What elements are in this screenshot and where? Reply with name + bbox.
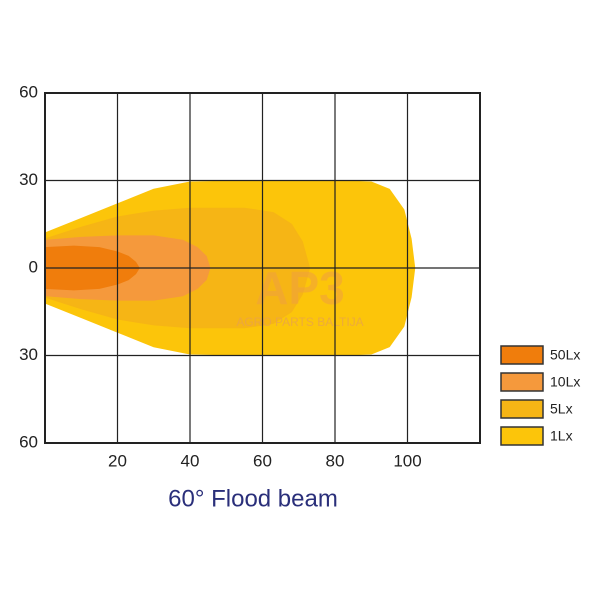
x-tick-label: 60	[253, 451, 272, 470]
x-tick-label: 40	[181, 451, 200, 470]
legend-swatch	[500, 426, 544, 446]
y-tick-label: 30	[19, 345, 38, 364]
chart-title: 60° Flood beam	[168, 485, 338, 512]
x-tick-label: 20	[108, 451, 127, 470]
x-tick-label: 80	[326, 451, 345, 470]
legend-label: 1Lx	[550, 428, 573, 444]
y-tick-label: 30	[19, 170, 38, 189]
legend-label: 5Lx	[550, 401, 573, 417]
y-tick-label: 60	[19, 432, 38, 451]
x-tick-label: 100	[393, 451, 421, 470]
plot-frame	[44, 92, 481, 444]
y-tick-label: 60	[19, 82, 38, 101]
legend-label: 50Lx	[550, 347, 580, 363]
legend-swatch	[500, 372, 544, 392]
y-tick-label: 0	[29, 257, 38, 276]
legend-swatch	[500, 399, 544, 419]
watermark: AP3	[255, 262, 344, 314]
watermark: AGRO PARTS BALTIJA	[236, 315, 363, 329]
legend-swatch	[500, 345, 544, 365]
legend-label: 10Lx	[550, 374, 580, 390]
